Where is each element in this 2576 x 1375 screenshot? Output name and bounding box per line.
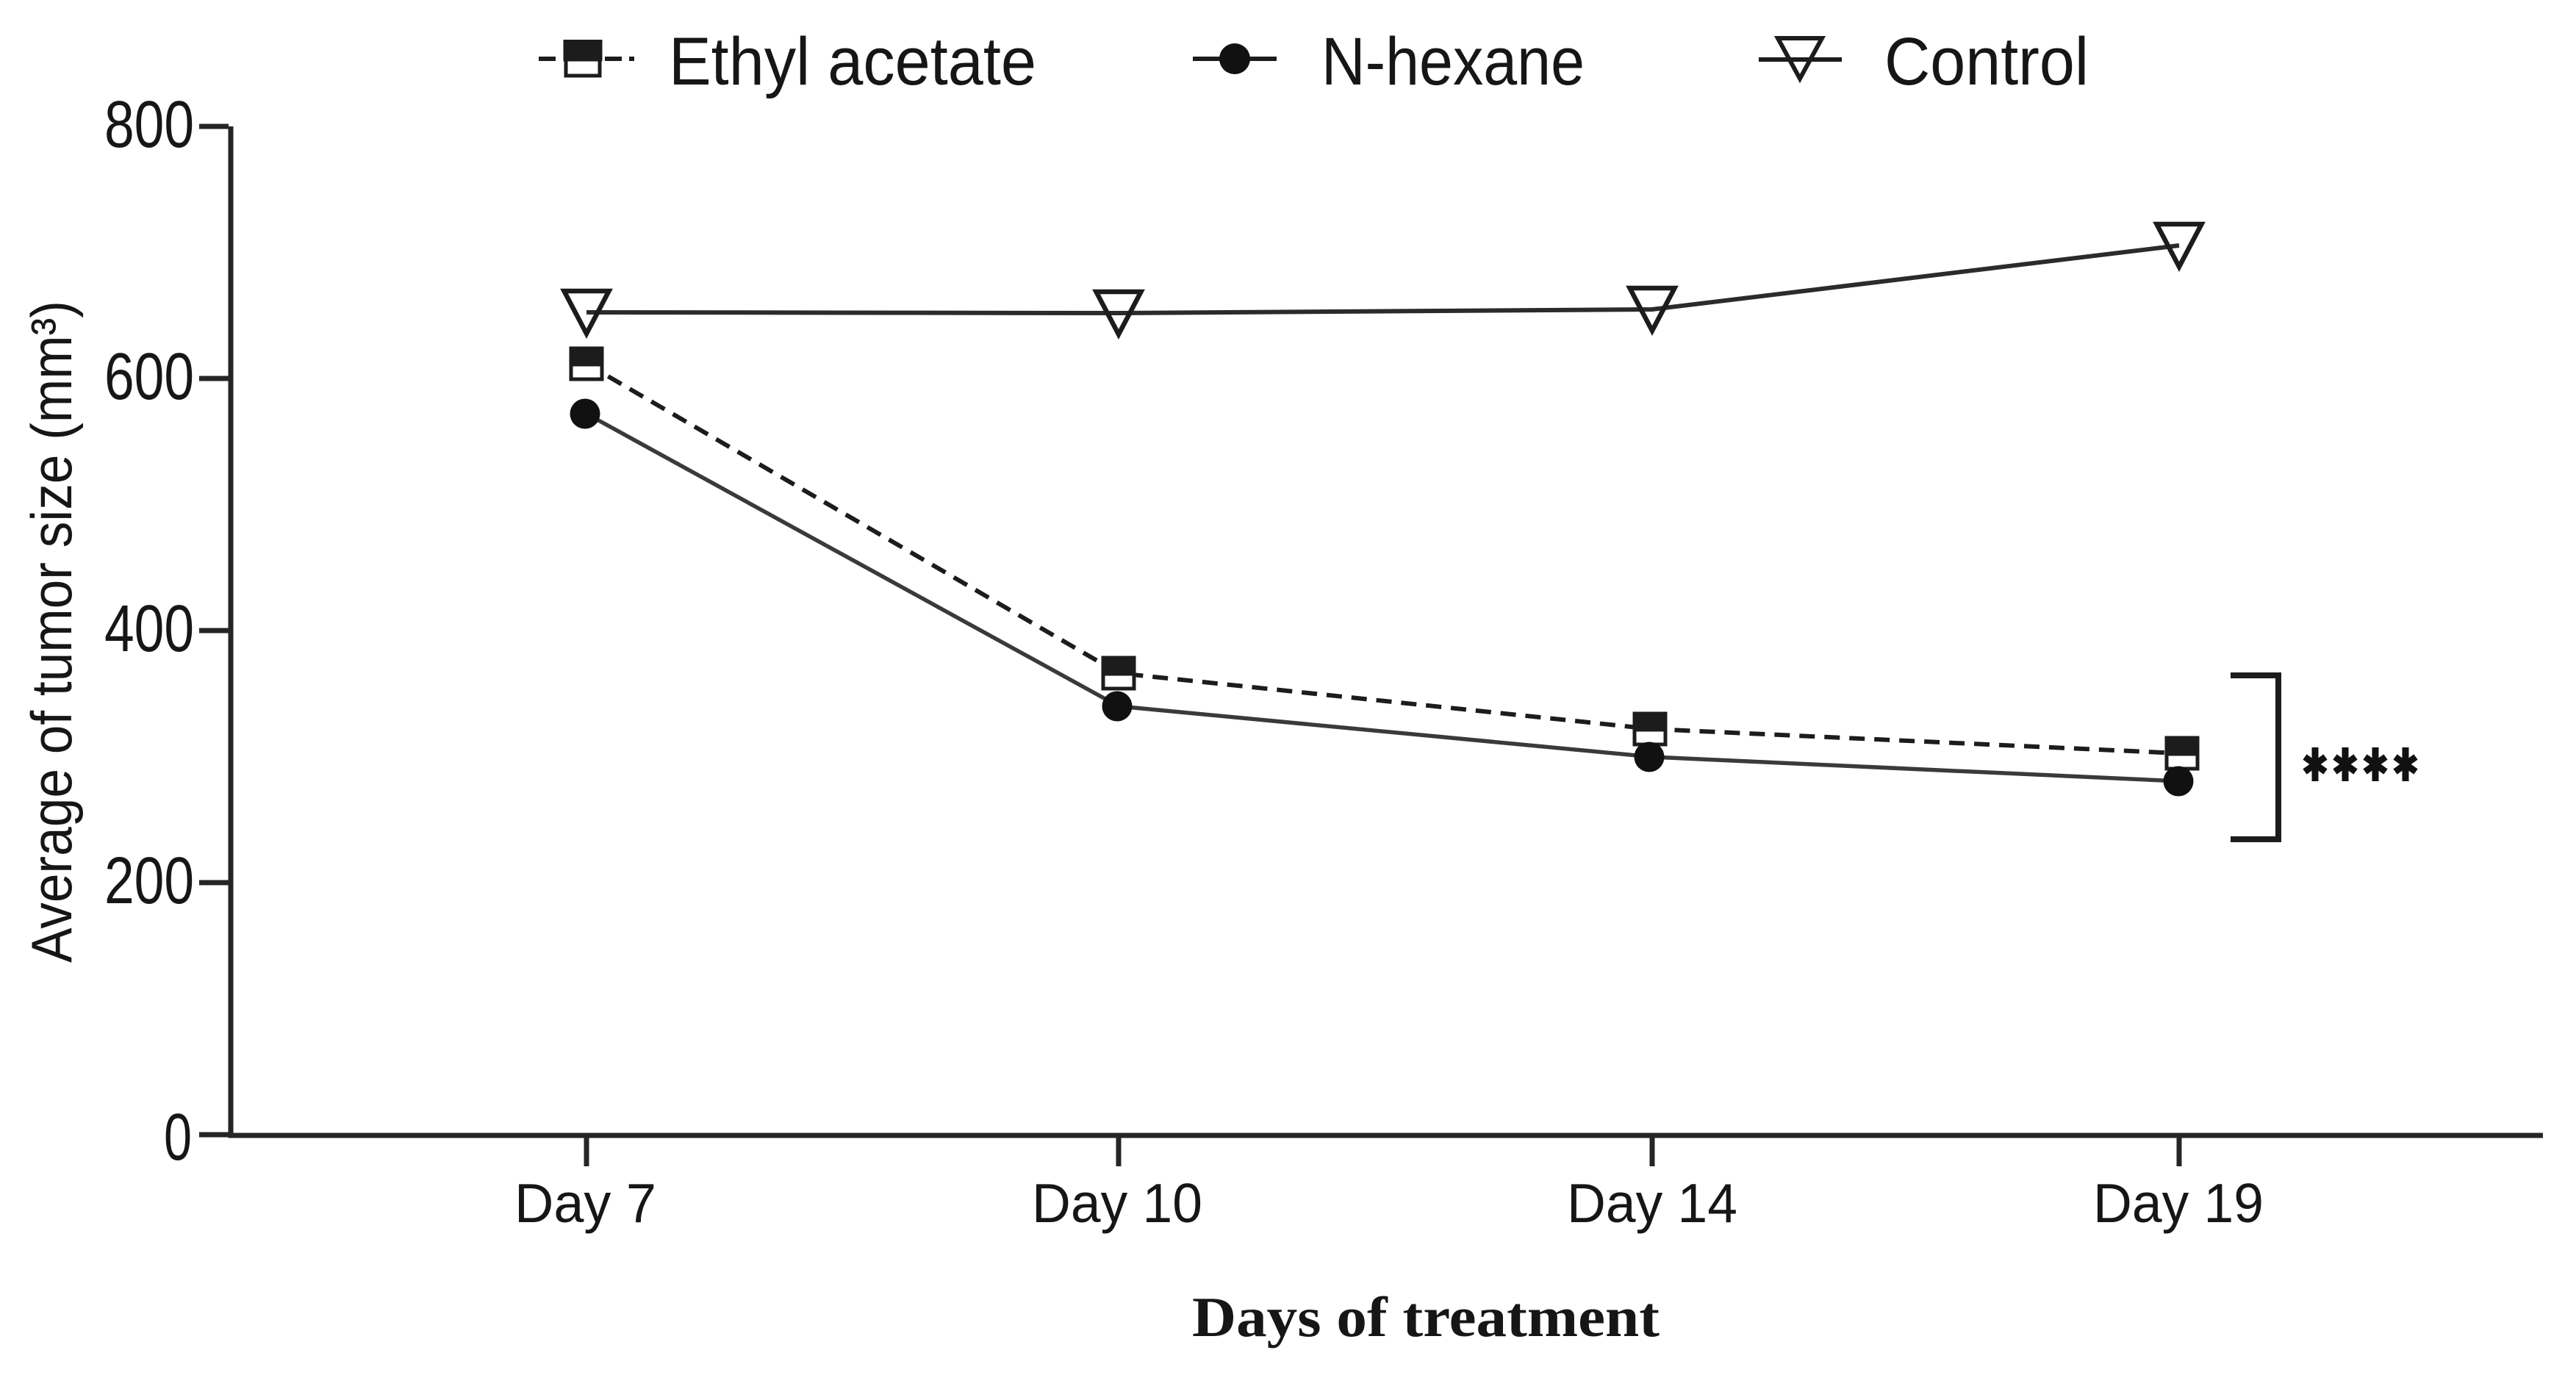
svg-text:200: 200 <box>104 844 194 918</box>
svg-text:600: 600 <box>104 340 194 414</box>
svg-text:Day 19: Day 19 <box>2093 1172 2264 1234</box>
svg-text:Day 7: Day 7 <box>514 1172 656 1234</box>
svg-text:Day 14: Day 14 <box>1567 1172 1737 1234</box>
svg-text:0: 0 <box>164 1101 192 1174</box>
svg-text:400: 400 <box>104 592 194 666</box>
svg-text:Day 10: Day 10 <box>1032 1172 1202 1234</box>
svg-text:Days of treatment: Days of treatment <box>1192 1285 1660 1349</box>
svg-text:Ethyl acetate: Ethyl acetate <box>669 24 1036 99</box>
svg-text:Control: Control <box>1884 24 2089 99</box>
svg-text:Average of tumor size (mm³): Average of tumor size (mm³) <box>19 301 84 963</box>
svg-text:800: 800 <box>104 88 194 162</box>
svg-text:N-hexane: N-hexane <box>1321 24 1585 99</box>
